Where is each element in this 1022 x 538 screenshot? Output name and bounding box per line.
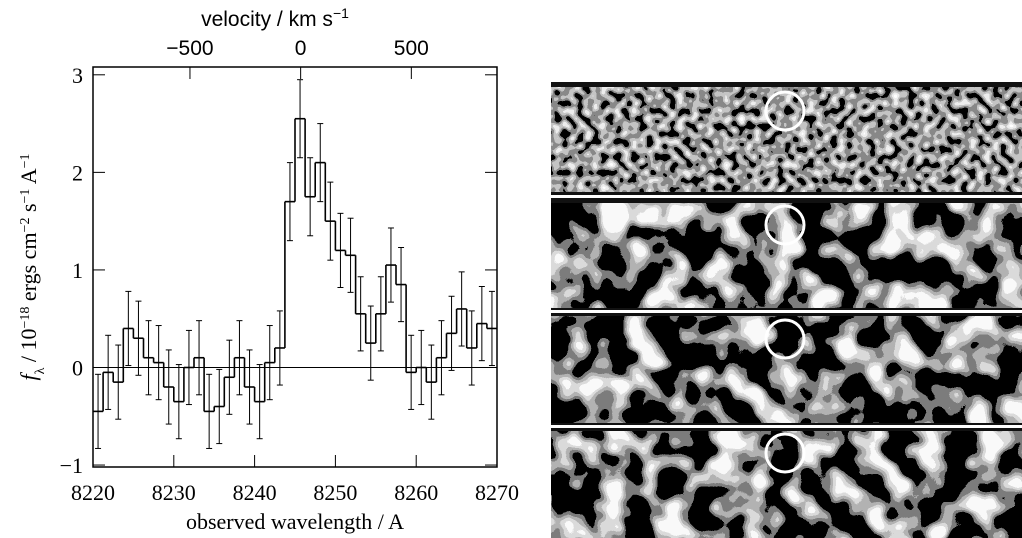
label-part: −1 xyxy=(333,5,349,21)
y-tick-label: 0 xyxy=(72,355,83,380)
label-part: s xyxy=(16,203,41,217)
image-panel xyxy=(551,203,1022,308)
label-part: velocity / km s xyxy=(201,8,333,31)
image-panel xyxy=(551,87,1022,192)
y-tick-label: −1 xyxy=(60,453,83,478)
panel-separator xyxy=(551,195,1022,198)
y-tick-label: 1 xyxy=(72,258,83,283)
panel-separator xyxy=(551,310,1022,313)
image-panel xyxy=(551,431,1022,538)
spectrum-plot: 8220 8230 8240 8250 8260 8270 −1 0 1 2 3 −500 0 500 ob… xyxy=(16,5,519,534)
plot-frame xyxy=(92,66,498,468)
label-part: −18 xyxy=(18,307,33,329)
x-tick-label: 8270 xyxy=(475,480,519,505)
label-part: ergs cm xyxy=(16,232,41,306)
x-tick-label: 8230 xyxy=(152,480,196,505)
y-axis-title: fλ / 10−18 ergs cm−2 s−1 A−1 xyxy=(16,153,48,380)
marker-circle xyxy=(764,432,806,474)
label-part: −1 xyxy=(18,189,33,204)
marker-circle xyxy=(764,318,806,360)
x-tick-label: 8240 xyxy=(233,480,277,505)
x-axis-title: observed wavelength / A xyxy=(186,509,404,534)
label-part: A xyxy=(16,168,41,188)
marker-circle xyxy=(764,204,806,246)
y-tick-label: 3 xyxy=(72,63,83,88)
x2-tick-label: 0 xyxy=(295,37,307,60)
x-tick-label: 8250 xyxy=(313,480,357,505)
label-part: / 10 xyxy=(16,328,41,367)
label-part: λ xyxy=(33,367,48,374)
image-panel xyxy=(551,316,1022,423)
marker-circle xyxy=(764,90,806,132)
x2-tick-label: 500 xyxy=(394,37,429,60)
label-part: −1 xyxy=(18,153,33,168)
x2-tick-label: −500 xyxy=(166,37,213,60)
x-tick-label: 8220 xyxy=(71,480,115,505)
x2-axis-title: velocity / km s−1 xyxy=(201,5,349,31)
image-panels xyxy=(551,82,1022,538)
y-tick-label: 2 xyxy=(72,160,83,185)
label-part: −2 xyxy=(18,218,33,233)
panel-separator xyxy=(551,425,1022,428)
label-part: f xyxy=(16,372,41,381)
x-tick-label: 8260 xyxy=(394,480,438,505)
